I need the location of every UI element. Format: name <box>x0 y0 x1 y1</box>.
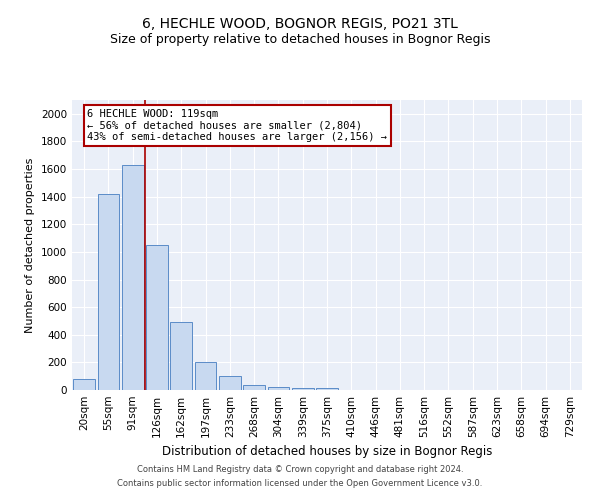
Bar <box>243 385 265 390</box>
Y-axis label: Number of detached properties: Number of detached properties <box>25 158 35 332</box>
Bar <box>194 362 217 390</box>
Bar <box>316 388 338 390</box>
Bar <box>73 379 95 390</box>
Bar <box>97 194 119 390</box>
Text: 6, HECHLE WOOD, BOGNOR REGIS, PO21 3TL: 6, HECHLE WOOD, BOGNOR REGIS, PO21 3TL <box>142 18 458 32</box>
Bar <box>292 388 314 390</box>
X-axis label: Distribution of detached houses by size in Bognor Regis: Distribution of detached houses by size … <box>162 446 492 458</box>
Bar <box>146 245 168 390</box>
Text: Contains HM Land Registry data © Crown copyright and database right 2024.
Contai: Contains HM Land Registry data © Crown c… <box>118 466 482 487</box>
Text: Size of property relative to detached houses in Bognor Regis: Size of property relative to detached ho… <box>110 32 490 46</box>
Bar <box>122 165 143 390</box>
Text: 6 HECHLE WOOD: 119sqm
← 56% of detached houses are smaller (2,804)
43% of semi-d: 6 HECHLE WOOD: 119sqm ← 56% of detached … <box>88 108 388 142</box>
Bar <box>219 376 241 390</box>
Bar <box>170 322 192 390</box>
Bar <box>268 386 289 390</box>
